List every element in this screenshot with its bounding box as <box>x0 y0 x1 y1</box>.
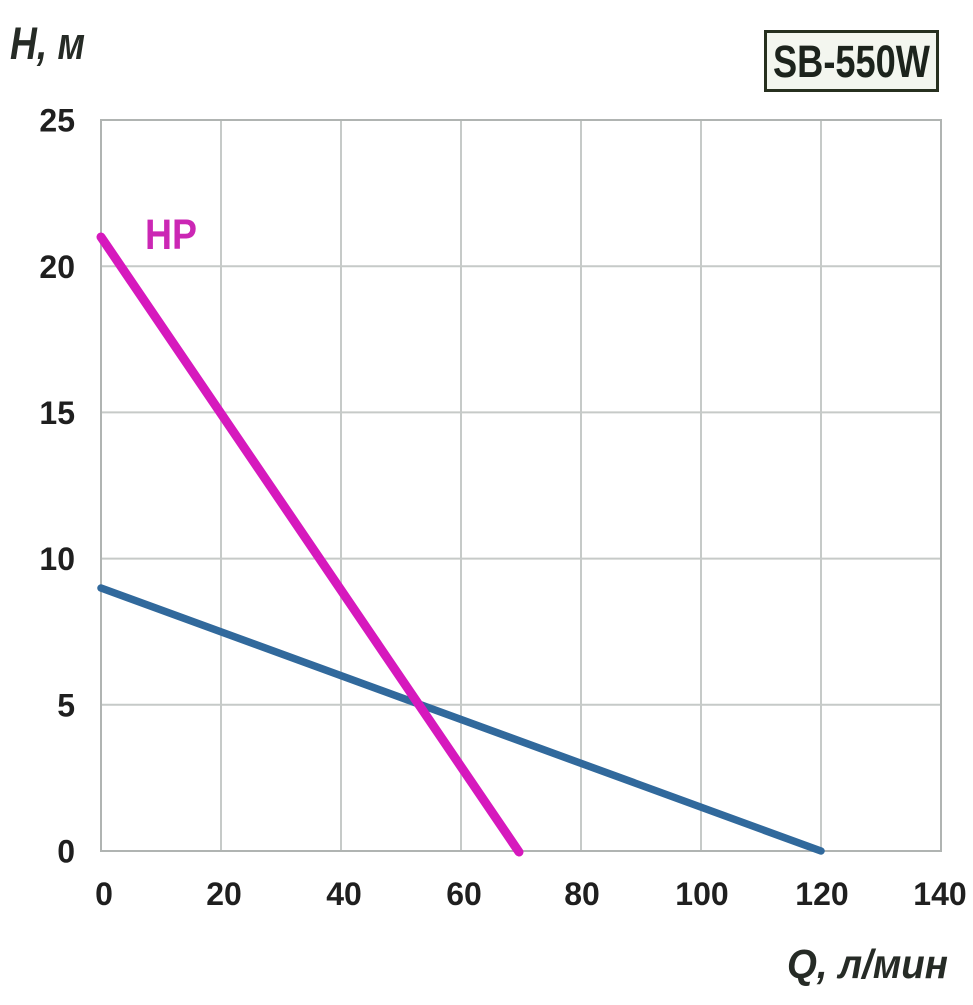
svg-text:Q, л/мин: Q, л/мин <box>787 941 948 987</box>
svg-text:20: 20 <box>206 876 242 912</box>
svg-text:120: 120 <box>795 876 848 912</box>
svg-text:5: 5 <box>57 687 75 723</box>
svg-text:SB-550W: SB-550W <box>773 36 930 87</box>
svg-text:15: 15 <box>39 395 75 431</box>
svg-text:H, м: H, м <box>10 18 85 69</box>
svg-text:20: 20 <box>39 249 75 285</box>
svg-text:40: 40 <box>326 876 362 912</box>
svg-text:0: 0 <box>57 834 75 870</box>
svg-text:60: 60 <box>446 876 482 912</box>
svg-text:80: 80 <box>564 876 600 912</box>
svg-text:HP: HP <box>145 211 197 259</box>
svg-text:100: 100 <box>675 876 728 912</box>
svg-text:140: 140 <box>913 876 966 912</box>
svg-text:25: 25 <box>39 103 75 139</box>
svg-text:0: 0 <box>95 876 113 912</box>
svg-text:10: 10 <box>39 541 75 577</box>
